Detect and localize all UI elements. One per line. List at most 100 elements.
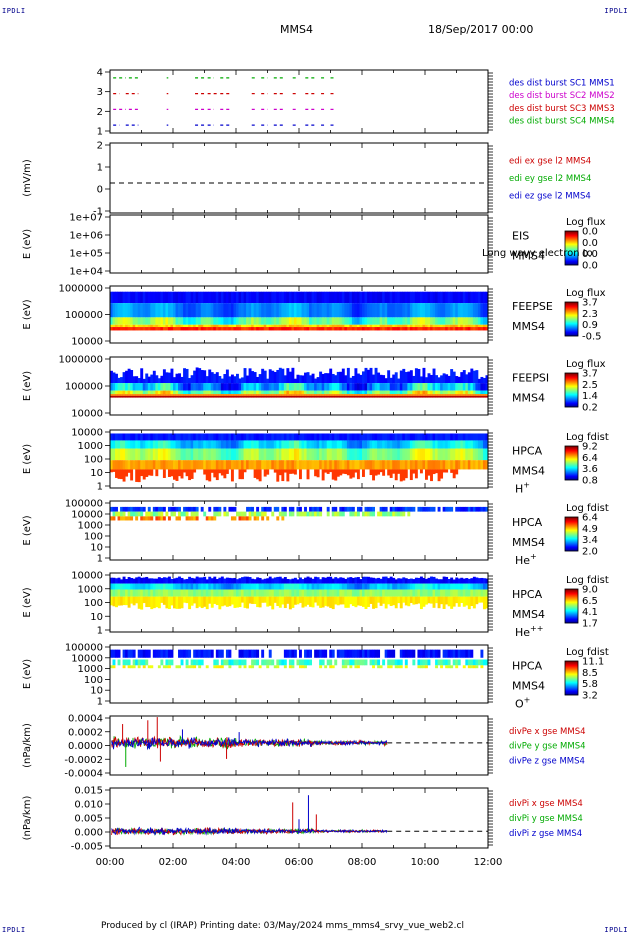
- spectro-cell: [167, 596, 171, 610]
- spectro-cell: [430, 649, 433, 658]
- spectro-cell: [336, 303, 340, 318]
- spectro-cell: [152, 448, 156, 461]
- spectro-cell: [218, 460, 222, 470]
- spectro-cell: [452, 303, 456, 318]
- spectro-cell: [465, 440, 469, 449]
- spectro-cell: [321, 327, 325, 331]
- spectro-cell: [442, 448, 446, 461]
- spectro-cell: [248, 390, 252, 395]
- spectro-cell: [188, 589, 192, 597]
- spectro-cell: [135, 394, 139, 396]
- spectro-cell: [190, 317, 194, 325]
- spectro-cell: [246, 583, 249, 590]
- spectro-cell: [173, 433, 176, 441]
- spectro-cell: [457, 583, 461, 590]
- spectro-cell: [241, 394, 244, 396]
- spectro-cell: [462, 317, 466, 325]
- spectro-cell: [140, 317, 144, 325]
- spectro-cell: [392, 317, 396, 325]
- spectro-cell: [382, 576, 386, 584]
- spectro-cell: [324, 383, 328, 391]
- spectro-cell: [150, 665, 154, 669]
- spectro-cell: [190, 303, 194, 318]
- spectro-cell: [369, 506, 373, 512]
- spectro-cell: [356, 665, 360, 669]
- panel-frame-divpi: [109, 787, 489, 849]
- spectro-cell: [230, 383, 234, 391]
- spectro-cell: [425, 303, 428, 318]
- spectro-cell: [147, 440, 151, 449]
- spectro-cell: [193, 589, 197, 597]
- spectro-cell: [314, 378, 318, 384]
- spectro-cell: [299, 665, 302, 669]
- spectro-cell: [472, 440, 476, 449]
- spectro-cell: [258, 303, 262, 318]
- spectro-cell: [190, 390, 194, 395]
- spectro-cell: [218, 327, 222, 331]
- spectro-cell: [213, 460, 217, 470]
- spectro-cell: [281, 324, 285, 328]
- colorbar-segment: [565, 321, 578, 323]
- spectro-cell: [477, 506, 481, 512]
- spectro-cell: [435, 317, 438, 325]
- colorbar-segment: [565, 315, 578, 317]
- spectro-cell: [271, 659, 275, 666]
- spectro-cell: [276, 317, 280, 325]
- spectro-cell: [210, 578, 214, 584]
- spectro-cell: [319, 324, 323, 328]
- colorbar-segment: [565, 591, 578, 593]
- spectro-cell: [482, 317, 486, 325]
- spectro-cell: [293, 394, 297, 396]
- colorbar-segment: [565, 245, 578, 247]
- spectro-cell: [482, 291, 486, 304]
- spectro-cell: [482, 448, 486, 461]
- spectro-cell: [132, 327, 136, 331]
- spectro-cell: [205, 440, 209, 449]
- spectro-cell: [238, 317, 242, 325]
- spectro-cell: [359, 506, 363, 512]
- spectro-cell: [414, 368, 418, 384]
- spectro-cell: [306, 390, 310, 395]
- spectro-cell: [336, 433, 340, 441]
- y-tick-label: 1: [97, 626, 103, 637]
- spectro-cell: [445, 303, 449, 318]
- spectro-cell: [253, 324, 257, 328]
- spectro-cell: [228, 303, 232, 318]
- spectro-cell: [397, 394, 401, 396]
- spectro-cell: [326, 327, 330, 331]
- colorbar-segment: [565, 472, 578, 474]
- spectro-cell: [228, 327, 232, 331]
- colorbar-segment: [565, 675, 578, 677]
- spectro-cell: [203, 317, 207, 325]
- spectro-cell: [210, 469, 214, 473]
- spectro-cell: [120, 395, 123, 398]
- spectro-cell: [140, 368, 144, 384]
- spectro-cell: [127, 511, 131, 517]
- spectro-cell: [188, 383, 192, 391]
- spectro-cell: [110, 516, 113, 521]
- spectro-cell: [135, 433, 139, 441]
- spectro-cell: [178, 511, 181, 517]
- spectro-cell: [190, 383, 194, 391]
- colorbar-segment: [565, 257, 578, 259]
- spectro-cell: [127, 291, 131, 304]
- spectro-cell: [286, 394, 290, 396]
- spectro-cell: [460, 303, 464, 318]
- colorbar-segment: [565, 687, 578, 689]
- spectro-cell: [306, 469, 310, 480]
- spectro-cell: [394, 394, 398, 396]
- spectro-cell: [183, 506, 186, 512]
- spectro-cell: [225, 291, 229, 304]
- spectro-cell: [329, 395, 333, 398]
- colorbar-segment: [565, 259, 578, 261]
- spectro-cell: [475, 583, 479, 590]
- spectro-cell: [195, 390, 199, 395]
- spectro-cell: [167, 589, 171, 597]
- spectro-cell: [362, 576, 365, 584]
- colorbar-segment: [565, 466, 578, 468]
- spectro-cell: [359, 291, 363, 304]
- spectro-cell: [278, 440, 282, 449]
- spectro-cell: [455, 577, 459, 584]
- spectro-cell: [450, 440, 454, 449]
- spectro-cell: [336, 596, 340, 606]
